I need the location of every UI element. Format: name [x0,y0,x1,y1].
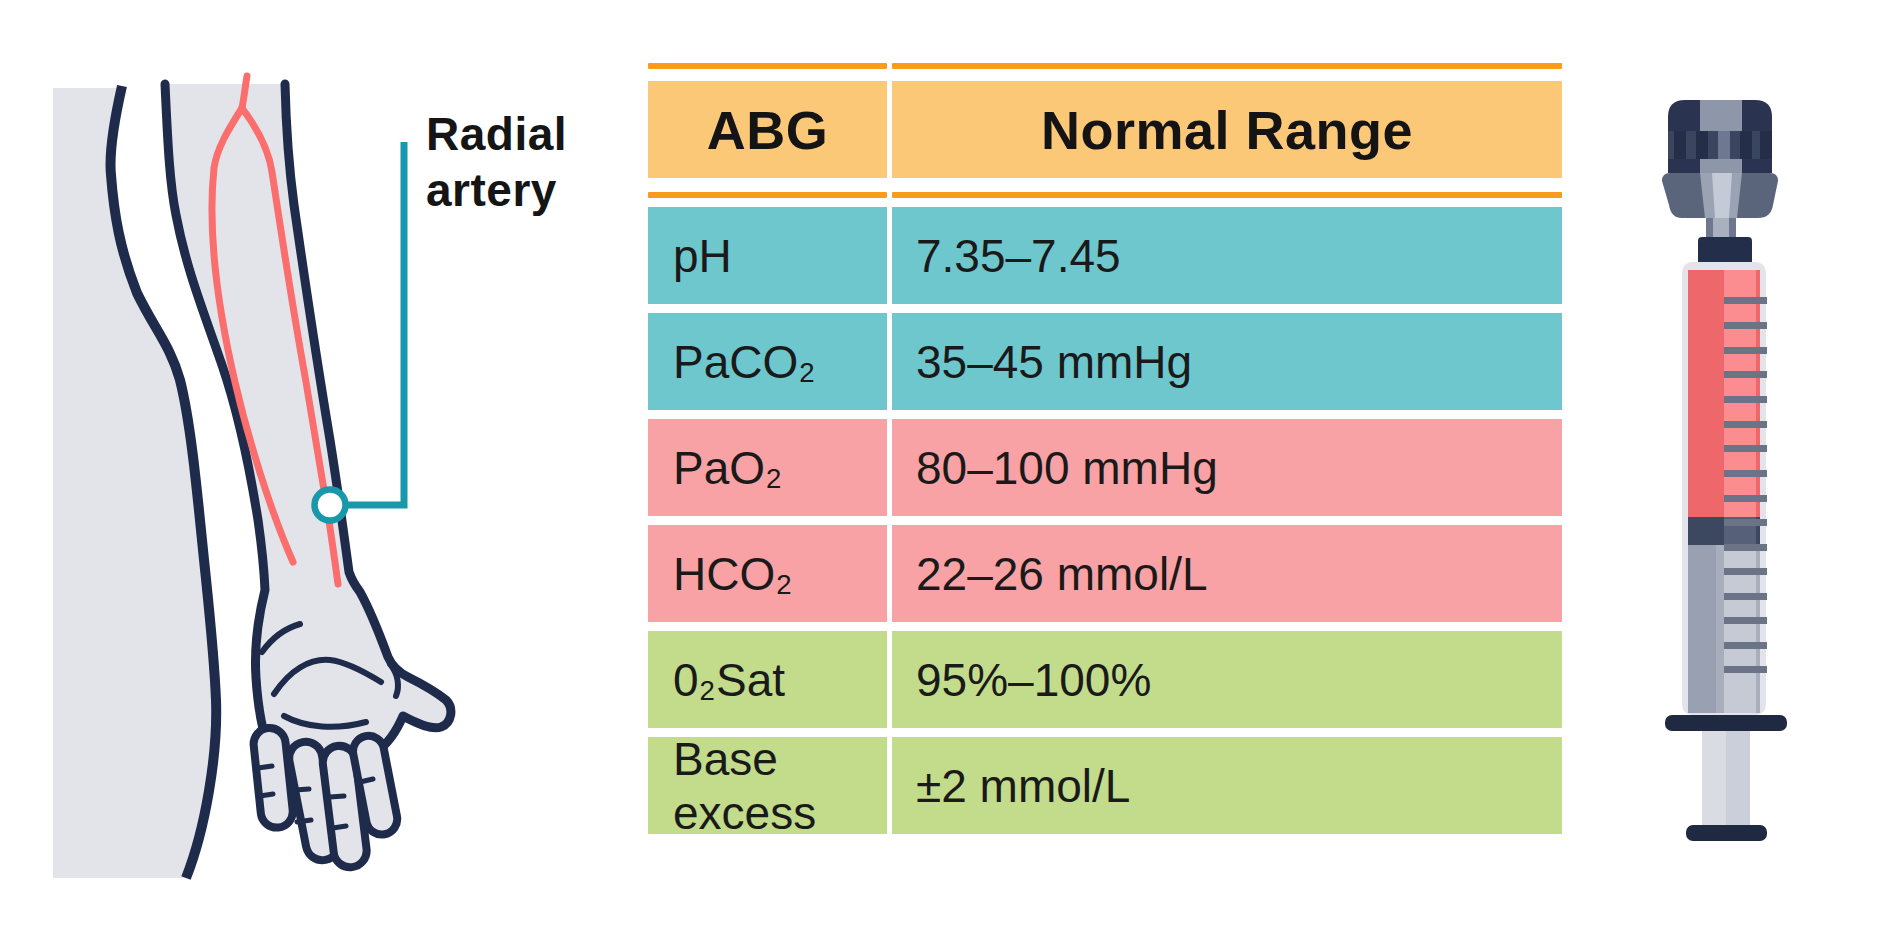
table-row-paco2: PaCO2 35–45 mmHg [648,313,1562,410]
table-row-o2sat: 02Sat 95%–100% [648,631,1562,728]
accent-line-subheader [648,192,1562,198]
syringe-barrel [1682,262,1767,715]
table-row-ph: pH 7.35–7.45 [648,207,1562,304]
param-cell: PaO2 [648,419,887,516]
callout-line [347,142,404,505]
header-normal-range: Normal Range [892,81,1562,178]
table-header-row: ABG Normal Range [648,81,1562,178]
param-cell: 02Sat [648,631,887,728]
range-cell: 35–45 mmHg [892,313,1562,410]
range-cell: 7.35–7.45 [892,207,1562,304]
table-row-hco2: HCO2 22–26 mmol/L [648,525,1562,622]
param-cell: HCO2 [648,525,887,622]
param-cell: pH [648,207,887,304]
table-row-pao2: PaO2 80–100 mmHg [648,419,1562,516]
range-cell: 22–26 mmol/L [892,525,1562,622]
syringe-icon [1640,85,1820,855]
radial-artery-label: Radial artery [426,106,567,218]
header-abg: ABG [648,81,887,178]
syringe-plunger [1665,715,1787,841]
table-row-base-excess: Base excess ±2 mmol/L [648,737,1562,834]
radial-artery-label-line1: Radial [426,106,567,162]
syringe-cap [1662,100,1778,270]
radial-artery-label-line2: artery [426,162,567,218]
fingers [252,726,400,869]
accent-line-top [648,63,1562,69]
range-cell: ±2 mmol/L [892,737,1562,834]
abg-table: ABG Normal Range pH 7.35–7.45 PaCO2 35–4… [648,63,1562,834]
puncture-site-marker [315,490,346,521]
abg-infographic: Radial artery ABG Normal Range pH 7.35–7… [0,0,1878,935]
range-cell: 80–100 mmHg [892,419,1562,516]
param-cell: Base excess [648,737,887,834]
range-cell: 95%–100% [892,631,1562,728]
param-cell: PaCO2 [648,313,887,410]
